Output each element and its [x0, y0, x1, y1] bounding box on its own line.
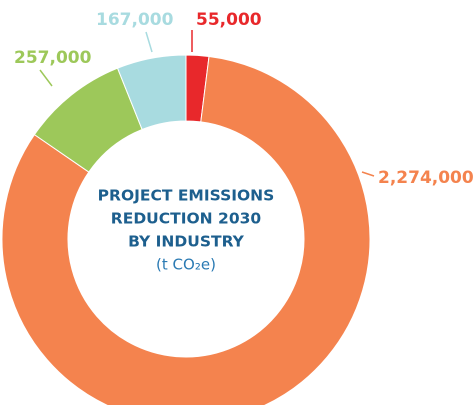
- chart-title-line: PROJECT EMISSIONS: [98, 187, 275, 205]
- data-label: 2,274,000: [378, 168, 474, 188]
- donut-slice: [116, 54, 187, 131]
- chart-title-line: BY INDUSTRY: [128, 233, 245, 251]
- chart-title-line: REDUCTION 2030: [111, 210, 262, 228]
- leader-line: [39, 69, 53, 87]
- leader-line: [145, 31, 153, 53]
- data-label: 167,000: [96, 10, 174, 30]
- donut-slice: [1, 55, 371, 405]
- leader-line: [361, 171, 375, 177]
- unit-label: (t CO₂e): [156, 256, 216, 274]
- data-label: 257,000: [14, 48, 92, 68]
- data-label: 55,000: [196, 10, 262, 30]
